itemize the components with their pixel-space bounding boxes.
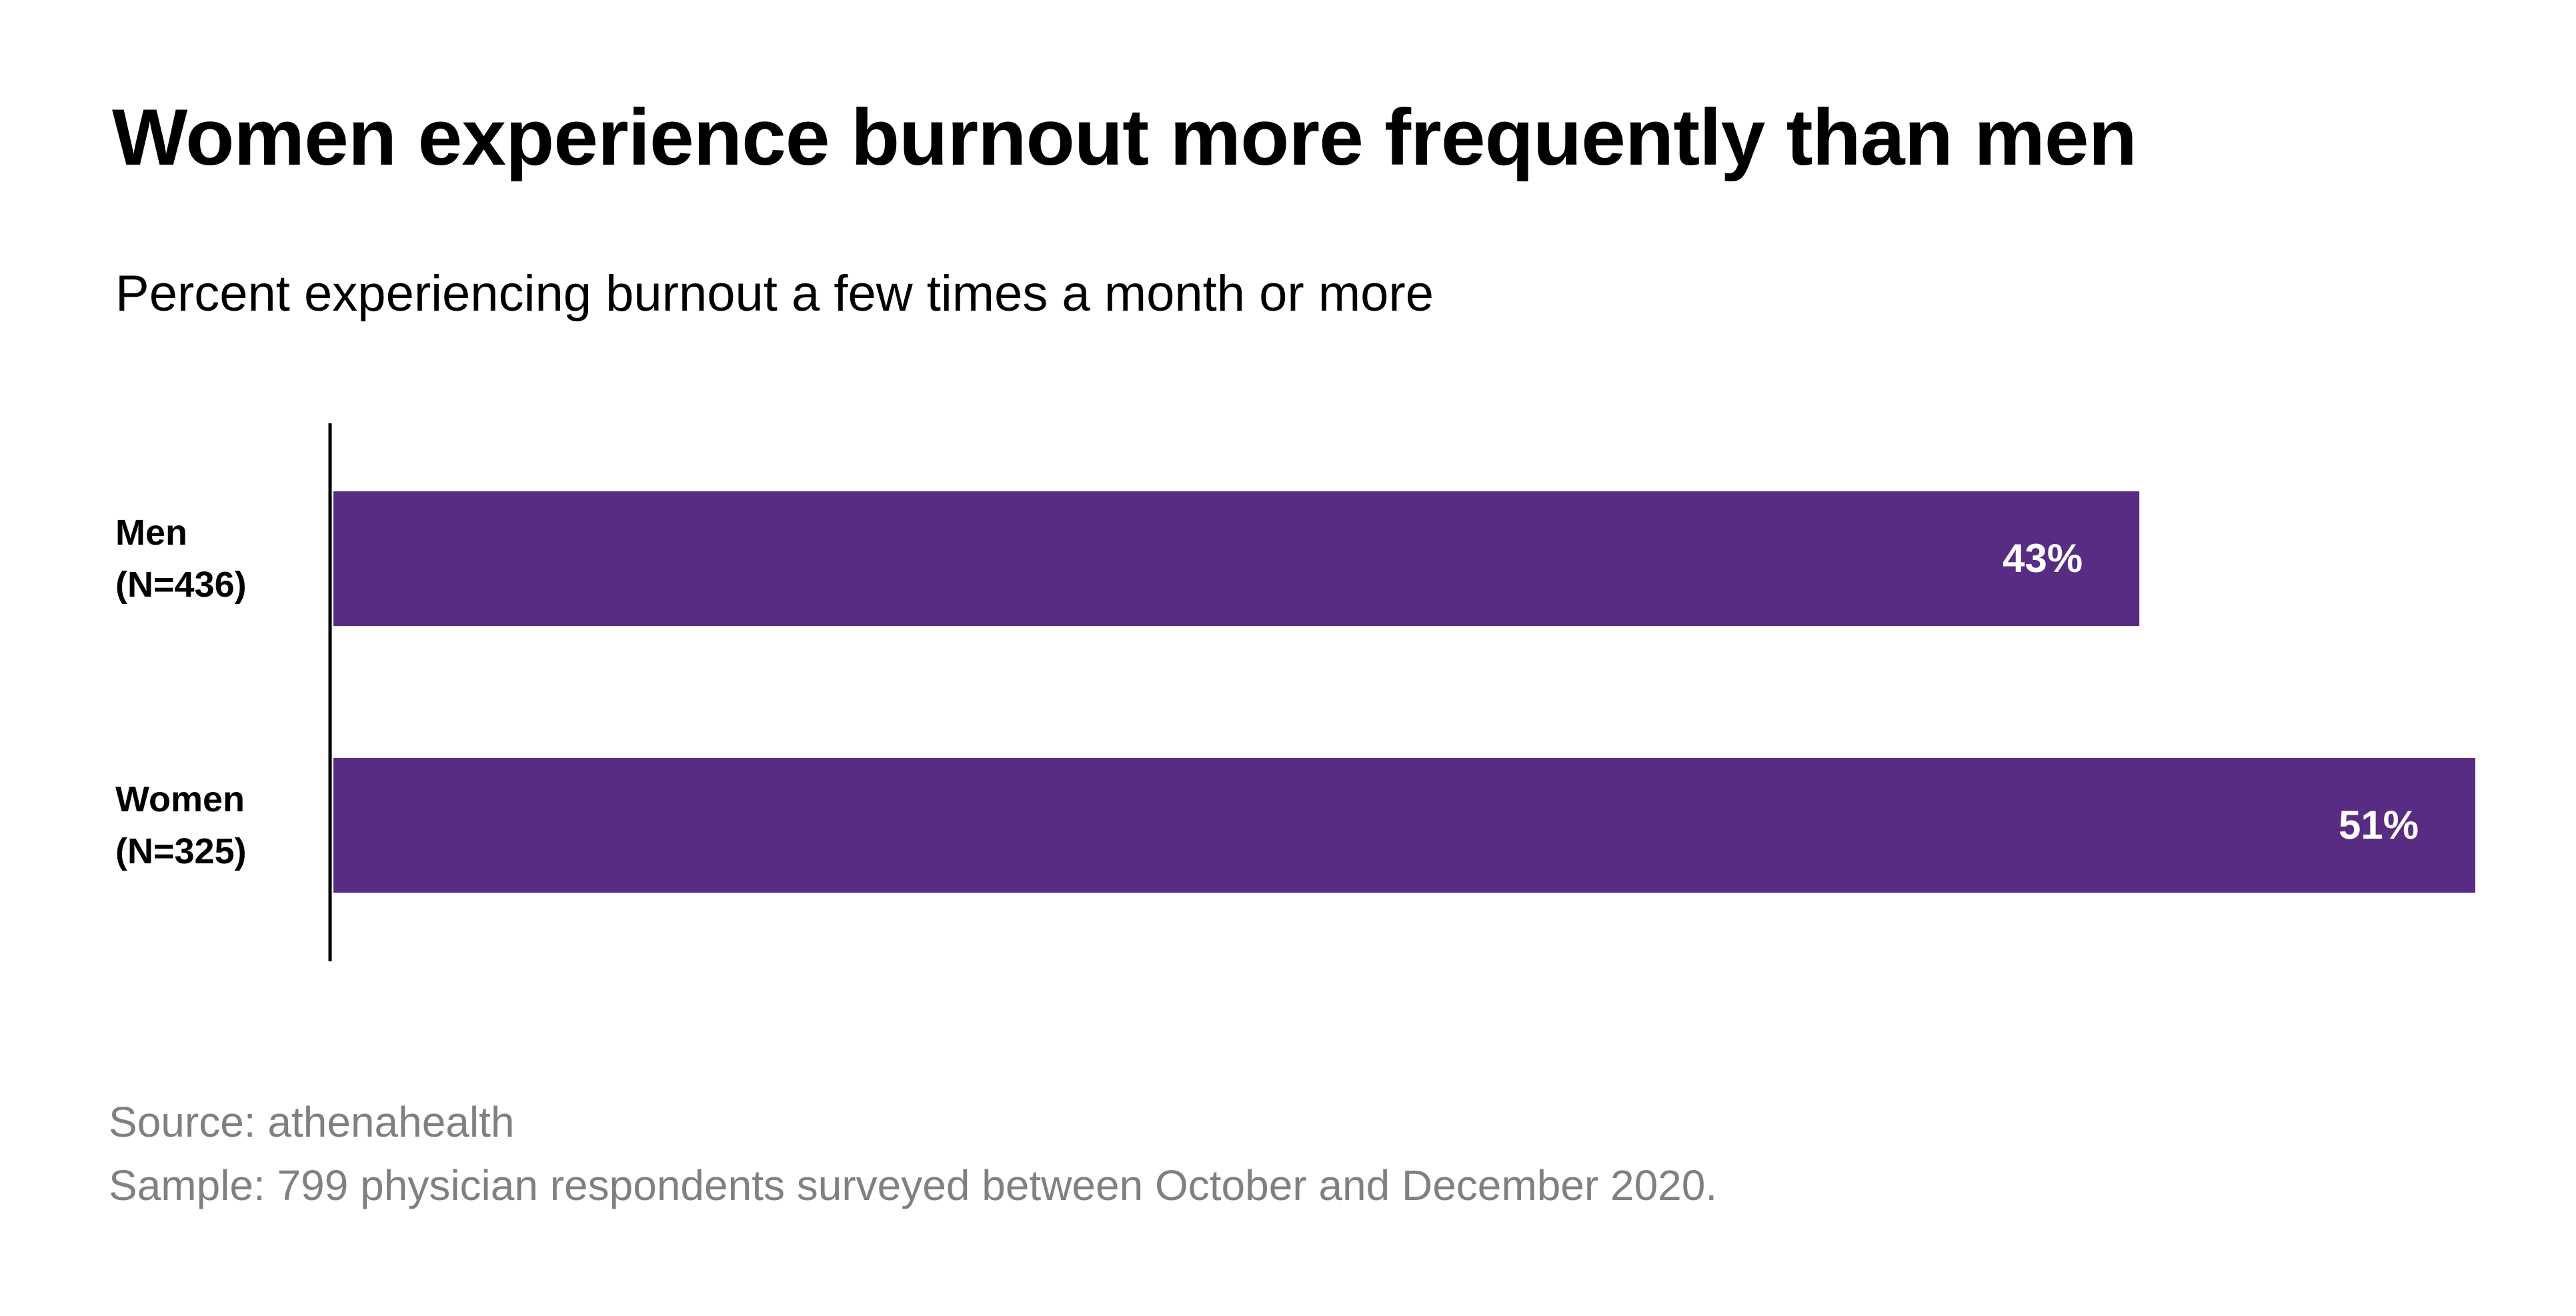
data-label-men: 43%: [2003, 536, 2083, 581]
category-label-men: Men (N=436): [115, 507, 247, 611]
data-label-women: 51%: [2339, 803, 2419, 847]
chart-title: Women experience burnout more frequently…: [112, 93, 2137, 182]
bar-men: [333, 491, 2140, 626]
bar-women: [333, 758, 2475, 893]
chart-subtitle: Percent experiencing burnout a few times…: [115, 265, 1434, 322]
category-label-women: Women (N=325): [115, 773, 247, 878]
sample-note: Sample: 799 physician respondents survey…: [109, 1161, 1718, 1209]
category-sample-size: (N=436): [115, 565, 247, 605]
category-name: Men: [115, 513, 187, 553]
category-sample-size: (N=325): [115, 831, 247, 872]
category-name: Women: [115, 779, 245, 819]
source-note: Source: athenahealth: [109, 1098, 515, 1146]
